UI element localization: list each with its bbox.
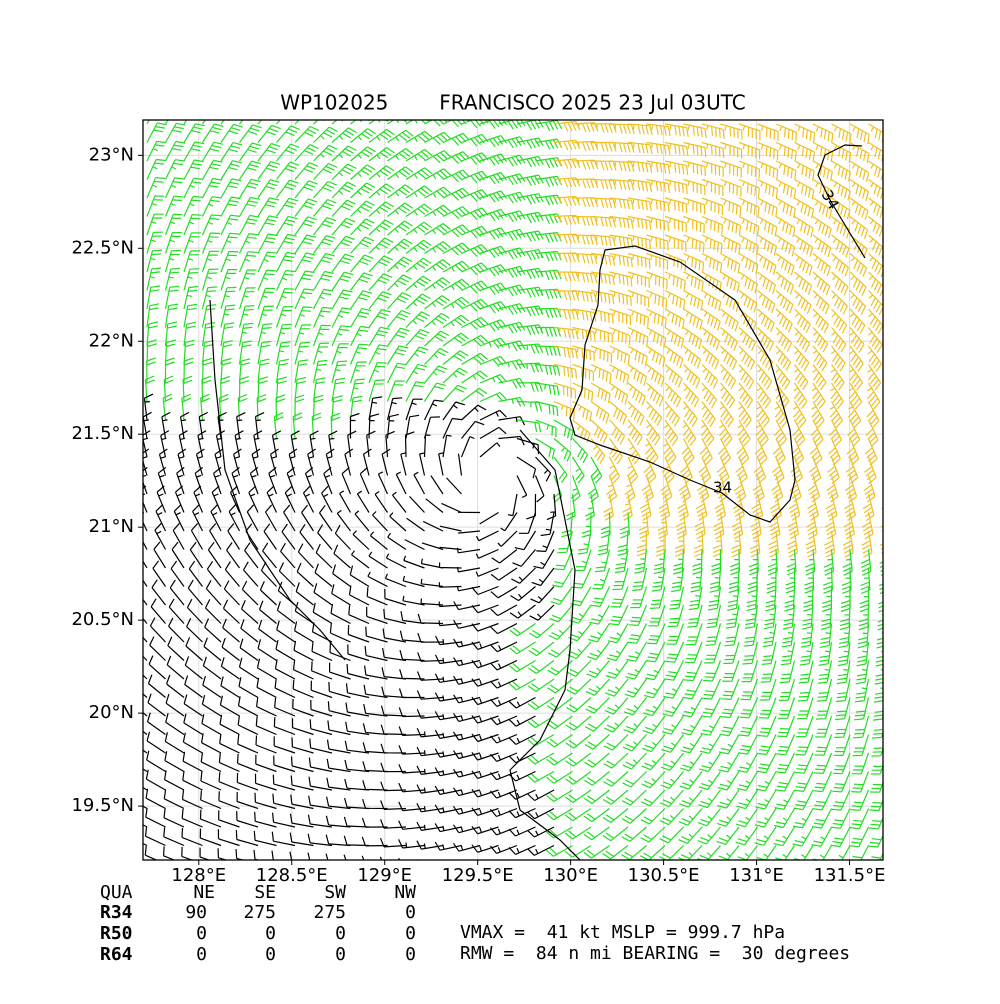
table-cell: 275	[313, 902, 346, 923]
table-cell: 0	[196, 944, 207, 965]
table-cell: 0	[405, 902, 416, 923]
table-cell: 0	[405, 944, 416, 965]
x-tick-label: 130°E	[543, 865, 598, 886]
table-header: NW	[394, 882, 416, 903]
x-tick-label: 131.5°E	[814, 865, 886, 886]
y-tick-label: 21.5°N	[71, 423, 134, 444]
y-tick-label: 21°N	[89, 516, 134, 537]
table-cell: 0	[405, 923, 416, 944]
row-label: R64	[100, 944, 133, 965]
table-header: NE	[193, 882, 215, 903]
contour-label: 34	[713, 479, 732, 497]
row-label: R50	[100, 923, 133, 944]
y-tick-label: 23°N	[89, 144, 134, 165]
table-cell: 0	[265, 944, 276, 965]
y-tick-label: 19.5°N	[71, 795, 134, 816]
x-tick-label: 130.5°E	[628, 865, 700, 886]
table-cell: 275	[243, 902, 276, 923]
chart-title: WP102025 FRANCISCO 2025 23 Jul 03UTC	[280, 91, 746, 115]
table-cell: 0	[335, 944, 346, 965]
note: RMW = 84 n mi BEARING = 30 degrees	[460, 943, 850, 964]
row-label: R34	[100, 902, 133, 923]
y-tick-label: 20°N	[89, 702, 134, 723]
table-cell: 0	[335, 923, 346, 944]
x-tick-label: 129.5°E	[442, 865, 514, 886]
y-tick-label: 20.5°N	[71, 609, 134, 630]
table-header: QUA	[100, 882, 133, 903]
table-header: SW	[324, 882, 346, 903]
y-tick-label: 22.5°N	[71, 237, 134, 258]
table-cell: 0	[265, 923, 276, 944]
x-tick-label: 131°E	[729, 865, 784, 886]
note: VMAX = 41 kt MSLP = 999.7 hPa	[460, 922, 785, 943]
table-cell: 90	[185, 902, 207, 923]
y-tick-label: 22°N	[89, 330, 134, 351]
table-header: SE	[254, 882, 276, 903]
table-cell: 0	[196, 923, 207, 944]
